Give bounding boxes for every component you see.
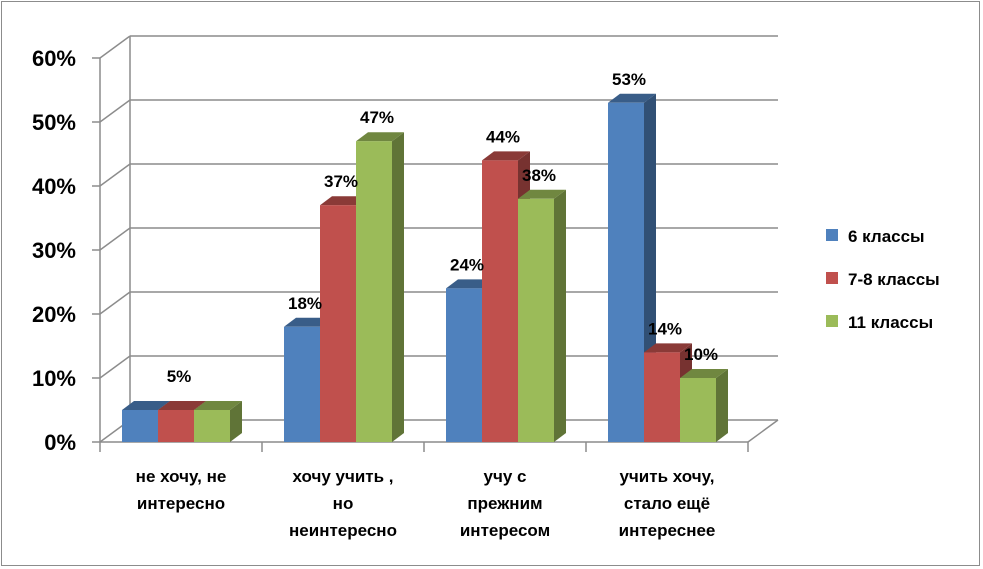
bar-front	[446, 288, 482, 442]
x-category-label: но	[333, 494, 354, 513]
x-category-label: учу с	[484, 467, 527, 486]
bar-side	[392, 132, 404, 442]
bar	[680, 369, 728, 442]
data-label: 24%	[450, 255, 484, 274]
bar-top	[356, 132, 404, 142]
labels-layer: 5% 18% 37% 47% 24% 44% 38% 53% 14%10%	[167, 70, 718, 386]
gridline-depth	[99, 35, 131, 59]
bar-side	[716, 369, 728, 442]
x-category-label: интересно	[137, 494, 225, 513]
y-tick-label: 10%	[32, 366, 76, 391]
bar-top	[194, 401, 242, 410]
bar	[356, 132, 404, 442]
bar-top	[680, 369, 728, 378]
gridline-depth	[99, 227, 131, 251]
legend: 6 классы 7-8 классы 11 классы	[826, 227, 940, 332]
bar-front	[680, 378, 716, 442]
bar-front	[194, 410, 230, 442]
bar-front	[518, 198, 554, 442]
x-category-label: не хочу, не	[136, 467, 227, 486]
gridline-depth	[99, 163, 131, 187]
gridline-depth	[99, 99, 131, 123]
bar-top	[158, 401, 206, 410]
data-label: 38%	[522, 166, 556, 185]
data-label: 53%	[612, 70, 646, 89]
data-label: 10%	[684, 345, 718, 364]
x-category-label: учить хочу,	[619, 467, 714, 486]
legend-label: 6 классы	[848, 227, 925, 246]
bar-top	[644, 343, 692, 353]
y-tick-label: 40%	[32, 174, 76, 199]
data-label: 44%	[486, 127, 520, 146]
legend-swatch	[826, 315, 838, 327]
bar-top	[122, 401, 170, 410]
legend-label: 11 классы	[848, 313, 933, 332]
bar	[194, 401, 242, 442]
x-category-label: неинтересно	[289, 521, 397, 540]
y-tick-label: 50%	[32, 110, 76, 135]
data-label: 18%	[288, 294, 322, 313]
gridline-depth	[99, 291, 131, 315]
y-tick-label: 60%	[32, 46, 76, 71]
gridline-depth	[99, 355, 131, 379]
axis-layer: 0% 10% 20% 30% 40% 50% 60% не хочу, не интересно…	[32, 46, 749, 540]
data-label: 5%	[167, 367, 192, 386]
bar-front	[158, 410, 194, 442]
x-category-label: хочу учить ,	[292, 467, 393, 486]
x-category-label: интереснее	[619, 521, 716, 540]
bar-front	[644, 352, 680, 442]
legend-label: 7-8 классы	[848, 270, 940, 289]
y-tick-label: 30%	[32, 238, 76, 263]
bar-top	[518, 189, 566, 199]
bar-front	[482, 160, 518, 442]
y-tick-label: 20%	[32, 302, 76, 327]
bar	[518, 189, 566, 442]
x-category-label: прежним	[467, 494, 542, 513]
legend-swatch	[826, 272, 838, 284]
y-tick-label: 0%	[44, 430, 76, 455]
data-label: 47%	[360, 108, 394, 127]
data-label: 14%	[648, 319, 682, 338]
bar-front	[356, 141, 392, 442]
data-label: 37%	[324, 172, 358, 191]
bar-side	[554, 189, 566, 442]
bar-top	[608, 93, 656, 103]
x-category-label: стало ещё	[624, 494, 710, 513]
bar-top	[482, 151, 530, 161]
bar-front	[284, 326, 320, 442]
legend-swatch	[826, 229, 838, 241]
bar-side	[230, 401, 242, 442]
bar-front	[608, 102, 644, 443]
bar-front	[320, 205, 356, 442]
floor-edge	[747, 419, 779, 443]
bar-front	[122, 410, 158, 442]
x-category-label: интересом	[460, 521, 550, 540]
bars-layer	[122, 93, 728, 443]
